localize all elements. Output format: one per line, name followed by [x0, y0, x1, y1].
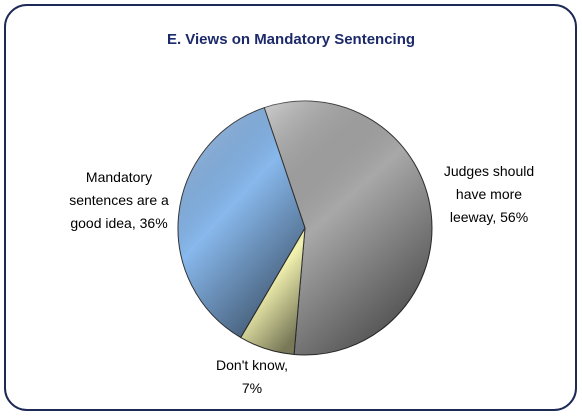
pie-slice-shade — [264, 100, 433, 356]
pie-slice-shade — [240, 228, 305, 355]
data-label: Don't know, 7% — [216, 357, 288, 396]
data-label: Mandatory sentences are a good idea, 36% — [69, 169, 169, 231]
chart-title: E. Views on Mandatory Sentencing — [166, 31, 416, 48]
data-label: Judges should have more leeway, 56% — [443, 163, 535, 225]
pie — [177, 100, 433, 356]
pie-slice-shade — [178, 107, 305, 338]
